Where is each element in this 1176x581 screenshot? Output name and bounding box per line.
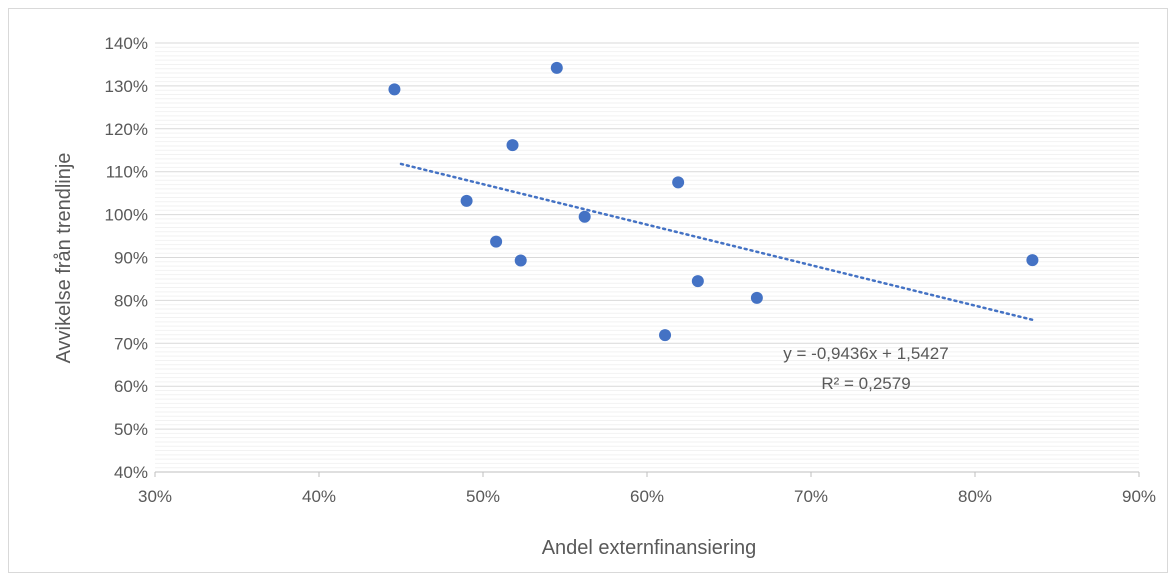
x-tick-label: 50%	[466, 487, 500, 506]
x-tick-label: 30%	[138, 487, 172, 506]
x-tick-label: 90%	[1122, 487, 1156, 506]
chart-frame	[8, 8, 1168, 573]
data-point	[672, 176, 685, 189]
y-tick-label: 140%	[105, 34, 148, 53]
y-tick-label: 50%	[114, 420, 148, 439]
data-point	[460, 194, 473, 207]
x-tick-label: 40%	[302, 487, 336, 506]
trendline-equation: y = -0,9436x + 1,5427	[783, 344, 948, 363]
y-tick-label: 40%	[114, 463, 148, 482]
axes	[154, 471, 1140, 477]
trendline-layer	[399, 162, 1034, 322]
x-axis-title: Andel externfinansiering	[542, 537, 757, 559]
y-tick-label: 100%	[105, 206, 148, 225]
data-point	[550, 61, 563, 74]
major-gridlines	[155, 42, 1139, 430]
y-tick-label: 130%	[105, 77, 148, 96]
y-tick-label: 120%	[105, 120, 148, 139]
y-tick-label: 60%	[114, 377, 148, 396]
trendline	[399, 162, 1034, 322]
data-point	[1026, 254, 1039, 267]
x-tick-label: 80%	[958, 487, 992, 506]
data-point	[514, 254, 527, 267]
tick-labels: 40% 50% 60% 70% 80% 90% 100% 110% 120% 130% 140% 30…	[105, 34, 1157, 506]
minor-gridlines	[155, 46, 1139, 469]
data-point	[691, 275, 704, 288]
data-points	[388, 61, 1039, 342]
data-point	[490, 235, 503, 248]
data-point	[578, 210, 591, 223]
y-tick-label: 70%	[114, 334, 148, 353]
y-tick-label: 110%	[106, 163, 148, 182]
data-point	[506, 139, 519, 152]
y-axis-title: Avvikelse från trendlinje	[53, 153, 75, 364]
x-tick-label: 70%	[794, 487, 828, 506]
x-tick-label: 60%	[630, 487, 664, 506]
trendline-r2: R² = 0,2579	[821, 374, 910, 393]
data-point	[659, 329, 672, 342]
y-tick-label: 90%	[114, 249, 148, 268]
data-point	[750, 291, 763, 304]
y-tick-label: 80%	[114, 291, 148, 310]
data-point	[388, 83, 401, 96]
